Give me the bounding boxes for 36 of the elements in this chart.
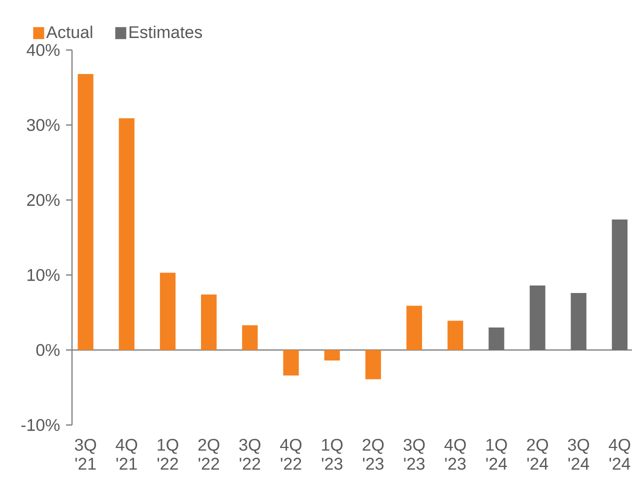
bar [406, 306, 422, 350]
x-tick-label: 4Q '21 [116, 438, 138, 470]
bar [365, 350, 381, 380]
x-tick-label: 2Q '22 [198, 438, 220, 470]
legend-label: Estimates [130, 26, 202, 38]
x-tick-label: 3Q '24 [568, 438, 590, 470]
x-tick-label: 1Q '22 [158, 438, 178, 470]
y-tick-label: 0% [36, 344, 60, 356]
bar [201, 294, 217, 350]
bar [242, 325, 258, 350]
y-tick-label: 20% [27, 194, 60, 206]
x-tick-label: 4Q '22 [280, 438, 302, 470]
bar [488, 327, 504, 350]
bar [118, 118, 134, 350]
bar [78, 74, 94, 350]
bar [448, 320, 464, 350]
x-tick-label: 3Q '22 [239, 438, 260, 470]
y-tick-label: 10% [28, 268, 60, 281]
x-tick-label: 2Q '24 [527, 438, 548, 470]
bar [570, 292, 586, 350]
x-tick-label: 3Q '23 [404, 438, 425, 470]
y-tick-label: 30% [26, 118, 60, 131]
bar [160, 272, 176, 350]
x-tick-label: 3Q '21 [74, 438, 96, 470]
bar [283, 350, 299, 376]
y-tick-label: -10% [21, 418, 60, 431]
x-tick-label: 4Q '24 [608, 438, 630, 470]
bar [530, 285, 546, 350]
x-tick-label: 2Q '23 [362, 438, 384, 470]
x-tick-label: 1Q '23 [322, 438, 343, 470]
x-tick-label: 4Q '23 [444, 438, 466, 470]
bar [612, 219, 628, 350]
x-tick-label: 1Q '24 [486, 438, 507, 470]
y-tick-label: 40% [26, 44, 60, 56]
bar [324, 350, 340, 360]
legend-label: Actual [46, 26, 92, 38]
